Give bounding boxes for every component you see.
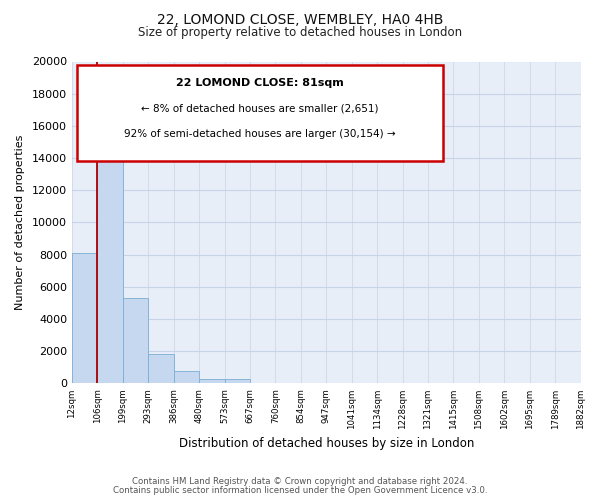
Text: 22 LOMOND CLOSE: 81sqm: 22 LOMOND CLOSE: 81sqm bbox=[176, 78, 344, 88]
Bar bbox=[123, 298, 148, 384]
X-axis label: Distribution of detached houses by size in London: Distribution of detached houses by size … bbox=[179, 437, 474, 450]
Text: ← 8% of detached houses are smaller (2,651): ← 8% of detached houses are smaller (2,6… bbox=[142, 104, 379, 114]
Bar bbox=[224, 380, 250, 384]
FancyBboxPatch shape bbox=[77, 64, 443, 162]
Text: 92% of semi-detached houses are larger (30,154) →: 92% of semi-detached houses are larger (… bbox=[124, 129, 396, 139]
Bar bbox=[97, 116, 123, 384]
Y-axis label: Number of detached properties: Number of detached properties bbox=[15, 135, 25, 310]
Text: 22, LOMOND CLOSE, WEMBLEY, HA0 4HB: 22, LOMOND CLOSE, WEMBLEY, HA0 4HB bbox=[157, 12, 443, 26]
Text: Size of property relative to detached houses in London: Size of property relative to detached ho… bbox=[138, 26, 462, 39]
Bar bbox=[173, 370, 199, 384]
Bar bbox=[72, 253, 97, 384]
Bar bbox=[199, 378, 224, 384]
Text: Contains HM Land Registry data © Crown copyright and database right 2024.: Contains HM Land Registry data © Crown c… bbox=[132, 477, 468, 486]
Text: Contains public sector information licensed under the Open Government Licence v3: Contains public sector information licen… bbox=[113, 486, 487, 495]
Bar bbox=[148, 354, 173, 384]
